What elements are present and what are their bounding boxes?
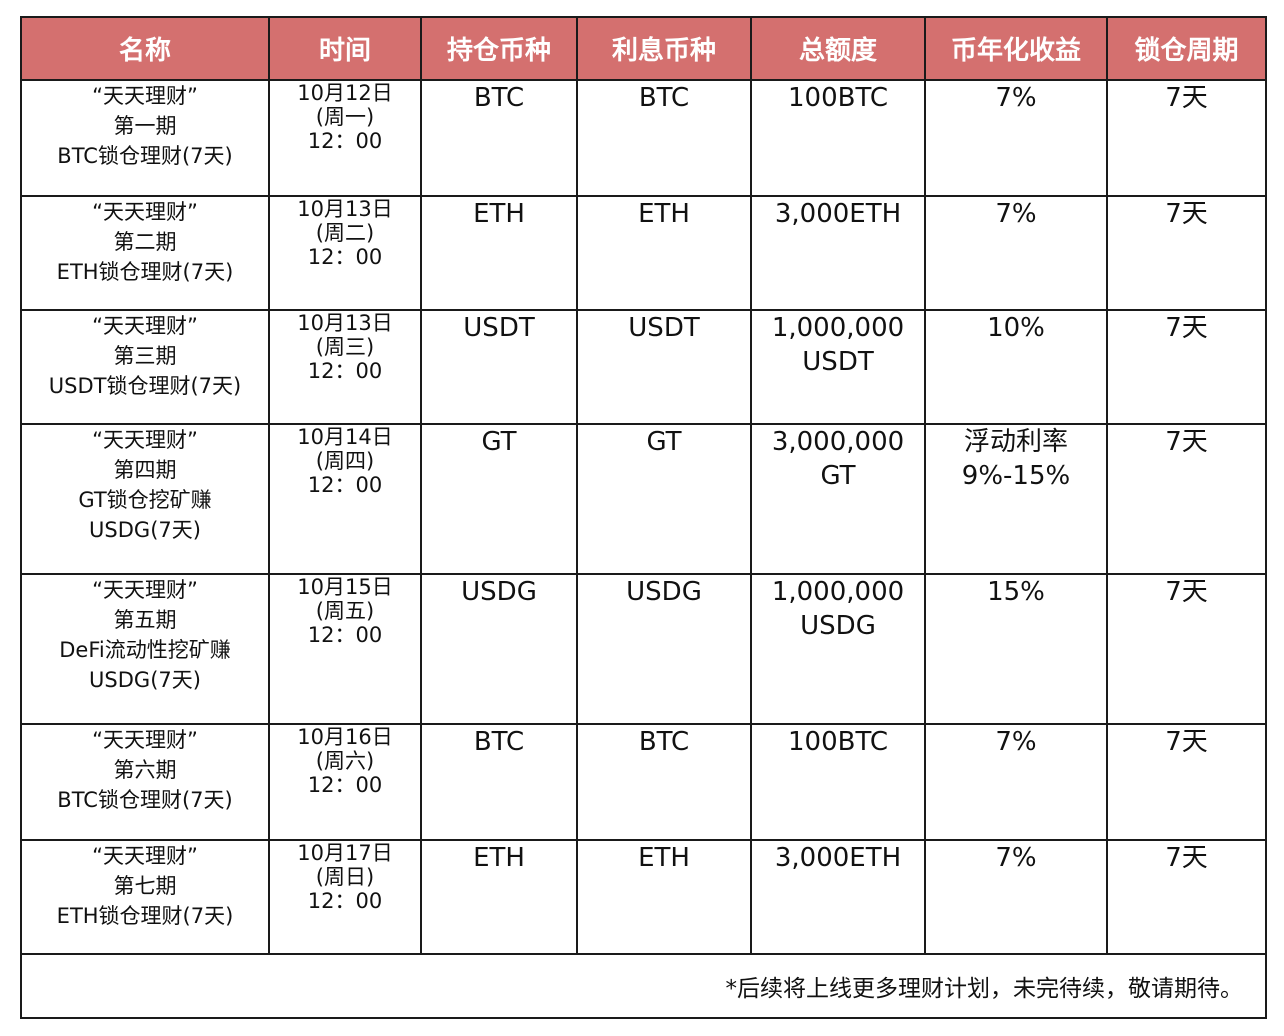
- hold-coin-cell: ETH: [420, 839, 578, 955]
- product-name-cell: “天天理财” 第七期 ETH锁仓理财(7天): [20, 839, 270, 955]
- launch-time-cell: 10月15日 (周五) 12：00: [268, 573, 422, 725]
- lock-period-cell: 7天: [1106, 79, 1267, 197]
- annual-yield-cell: 7%: [924, 723, 1108, 841]
- table-row: “天天理财” 第二期 ETH锁仓理财(7天) 10月13日 (周二) 12：00…: [20, 195, 1267, 311]
- product-name-cell: “天天理财” 第四期 GT锁仓挖矿赚 USDG(7天): [20, 423, 270, 575]
- interest-coin-cell: USDT: [576, 309, 752, 425]
- quota-cell: 3,000ETH: [750, 195, 926, 311]
- launch-time-cell: 10月12日 (周一) 12：00: [268, 79, 422, 197]
- footer-note: *后续将上线更多理财计划，未完待续，敬请期待。: [20, 953, 1267, 1019]
- column-header-quota: 总额度: [750, 16, 926, 81]
- table-row: “天天理财” 第六期 BTC锁仓理财(7天) 10月16日 (周六) 12：00…: [20, 723, 1267, 841]
- interest-coin-cell: ETH: [576, 195, 752, 311]
- quota-cell: 100BTC: [750, 79, 926, 197]
- product-name-cell: “天天理财” 第一期 BTC锁仓理财(7天): [20, 79, 270, 197]
- table-row: “天天理财” 第一期 BTC锁仓理财(7天) 10月12日 (周一) 12：00…: [20, 79, 1267, 197]
- hold-coin-cell: BTC: [420, 79, 578, 197]
- launch-time-cell: 10月13日 (周二) 12：00: [268, 195, 422, 311]
- column-header-annual-yield: 币年化收益: [924, 16, 1108, 81]
- table-header-row: 名称 时间 持仓币种 利息币种 总额度 币年化收益 锁仓周期: [20, 16, 1267, 81]
- table-row: “天天理财” 第七期 ETH锁仓理财(7天) 10月17日 (周日) 12：00…: [20, 839, 1267, 955]
- table-footer-row: *后续将上线更多理财计划，未完待续，敬请期待。: [20, 953, 1267, 1019]
- lock-period-cell: 7天: [1106, 195, 1267, 311]
- product-name-cell: “天天理财” 第五期 DeFi流动性挖矿赚 USDG(7天): [20, 573, 270, 725]
- annual-yield-cell: 15%: [924, 573, 1108, 725]
- column-header-time: 时间: [268, 16, 422, 81]
- interest-coin-cell: GT: [576, 423, 752, 575]
- annual-yield-cell: 7%: [924, 195, 1108, 311]
- annual-yield-cell: 7%: [924, 79, 1108, 197]
- column-header-name: 名称: [20, 16, 270, 81]
- quota-cell: 100BTC: [750, 723, 926, 841]
- hold-coin-cell: ETH: [420, 195, 578, 311]
- table-row: “天天理财” 第五期 DeFi流动性挖矿赚 USDG(7天) 10月15日 (周…: [20, 573, 1267, 725]
- product-name-cell: “天天理财” 第三期 USDT锁仓理财(7天): [20, 309, 270, 425]
- interest-coin-cell: BTC: [576, 723, 752, 841]
- hold-coin-cell: GT: [420, 423, 578, 575]
- launch-time-cell: 10月17日 (周日) 12：00: [268, 839, 422, 955]
- hold-coin-cell: USDT: [420, 309, 578, 425]
- hold-coin-cell: BTC: [420, 723, 578, 841]
- lock-period-cell: 7天: [1106, 573, 1267, 725]
- lock-period-cell: 7天: [1106, 723, 1267, 841]
- column-header-hold-coin: 持仓币种: [420, 16, 578, 81]
- launch-time-cell: 10月16日 (周六) 12：00: [268, 723, 422, 841]
- quota-cell: 1,000,000 USDG: [750, 573, 926, 725]
- hold-coin-cell: USDG: [420, 573, 578, 725]
- annual-yield-cell: 10%: [924, 309, 1108, 425]
- lock-period-cell: 7天: [1106, 309, 1267, 425]
- quota-cell: 3,000ETH: [750, 839, 926, 955]
- table-row: “天天理财” 第三期 USDT锁仓理财(7天) 10月13日 (周三) 12：0…: [20, 309, 1267, 425]
- product-name-cell: “天天理财” 第六期 BTC锁仓理财(7天): [20, 723, 270, 841]
- annual-yield-cell: 7%: [924, 839, 1108, 955]
- lock-period-cell: 7天: [1106, 839, 1267, 955]
- launch-time-cell: 10月13日 (周三) 12：00: [268, 309, 422, 425]
- column-header-interest-coin: 利息币种: [576, 16, 752, 81]
- table-row: “天天理财” 第四期 GT锁仓挖矿赚 USDG(7天) 10月14日 (周四) …: [20, 423, 1267, 575]
- interest-coin-cell: BTC: [576, 79, 752, 197]
- lock-period-cell: 7天: [1106, 423, 1267, 575]
- finance-schedule-table: 名称 时间 持仓币种 利息币种 总额度 币年化收益 锁仓周期 “天天理财” 第一…: [20, 16, 1267, 1019]
- launch-time-cell: 10月14日 (周四) 12：00: [268, 423, 422, 575]
- interest-coin-cell: ETH: [576, 839, 752, 955]
- annual-yield-cell: 浮动利率 9%-15%: [924, 423, 1108, 575]
- quota-cell: 1,000,000 USDT: [750, 309, 926, 425]
- quota-cell: 3,000,000 GT: [750, 423, 926, 575]
- interest-coin-cell: USDG: [576, 573, 752, 725]
- product-name-cell: “天天理财” 第二期 ETH锁仓理财(7天): [20, 195, 270, 311]
- column-header-lock-period: 锁仓周期: [1106, 16, 1267, 81]
